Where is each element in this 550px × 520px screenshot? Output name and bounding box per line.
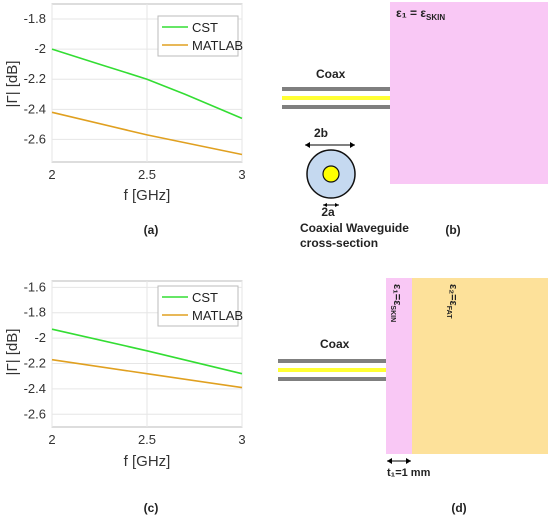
x-tick-label: 2 — [48, 167, 55, 182]
x-tick-label: 3 — [238, 432, 245, 447]
y-ticks: -1.6 -1.8 -2 -2.2 -2.4 -2.6 — [24, 279, 46, 421]
arrowhead-icon — [323, 203, 327, 207]
series-group — [51, 328, 243, 389]
arrowhead-icon — [387, 458, 392, 464]
legend-label-cst: CST — [192, 290, 218, 305]
chart-a: -1.8-2-2.2-2.4-2.6 2 2.5 3 |Γ| [dB] f [GHz… — [4, 3, 246, 237]
x-axis-label: f [GHz] — [124, 453, 171, 470]
x-tick-label: 2 — [48, 432, 55, 447]
eps-skin-label: ε₁ = εSKIN — [396, 6, 445, 22]
dim-2b-label: 2b — [314, 126, 328, 140]
eps2-fat-label: ε₂=εFAT — [445, 284, 459, 319]
caption-c: (c) — [144, 501, 159, 515]
fat-layer — [412, 278, 548, 454]
skin-layer — [386, 278, 412, 454]
skin-region — [390, 2, 548, 184]
series-group — [51, 48, 243, 156]
x-axis-label: f [GHz] — [124, 187, 171, 204]
caption-a: (a) — [144, 223, 159, 237]
chart-c: -1.6-1.8-2-2.2-2.4-2.6 2 2.5 3 |Γ| [dB] f … — [4, 279, 246, 515]
legend-label-matlab: MATLAB — [192, 38, 243, 53]
y-tick-label: -2.4 — [24, 101, 46, 116]
legend-box — [157, 15, 239, 57]
x-tick-label: 2.5 — [138, 167, 156, 182]
y-ticks: -1.8 -2 -2.2 -2.4 -2.6 — [24, 11, 46, 146]
y-axis-label: |Γ| [dB] — [4, 61, 21, 108]
legend-label-cst: CST — [192, 20, 218, 35]
legend-box — [157, 285, 239, 327]
thickness-label: t₁=1 mm — [387, 467, 431, 479]
x-tick-label: 2.5 — [138, 432, 156, 447]
arrowhead-icon — [305, 142, 310, 148]
y-tick-label: -2 — [34, 330, 46, 345]
coax-label: Coax — [320, 337, 350, 351]
series-line-matlab — [51, 111, 243, 156]
dim-2a-label: 2a — [321, 205, 335, 219]
y-tick-label: -2.4 — [24, 381, 46, 396]
y-tick-label: -2.2 — [24, 71, 46, 86]
diagram-b: ε₁ = εSKIN Coax 2b 2a Coaxial Waveguide … — [282, 2, 548, 250]
series-line-cst — [51, 328, 243, 375]
arrowhead-icon — [350, 142, 355, 148]
arrowhead-icon — [335, 203, 339, 207]
diagram-d: ε₁=εSKIN ε₂=εFAT Coax t₁=1 mm (d) — [278, 278, 548, 515]
coax-inner-conductor — [322, 165, 340, 183]
caption-d: (d) — [451, 501, 466, 515]
y-tick-label: -1.8 — [24, 305, 46, 320]
x-ticks: 2 2.5 3 — [48, 167, 245, 182]
eps1-skin-label: ε₁=εSKIN — [389, 284, 403, 322]
coax-label: Coax — [316, 67, 346, 81]
series-line-cst — [51, 48, 243, 120]
y-tick-label: -1.8 — [24, 11, 46, 26]
coax-line — [278, 359, 386, 381]
y-tick-label: -2.6 — [24, 131, 46, 146]
legend: CST MATLAB — [157, 15, 243, 57]
coax-line — [282, 87, 390, 109]
arrowhead-icon — [406, 458, 411, 464]
y-axis-label: |Γ| [dB] — [4, 329, 21, 376]
y-tick-label: -1.6 — [24, 279, 46, 294]
section-title-line1: Coaxial Waveguide — [300, 221, 409, 235]
y-tick-label: -2 — [34, 41, 46, 56]
y-tick-label: -2.6 — [24, 406, 46, 421]
legend-label-matlab: MATLAB — [192, 308, 243, 323]
legend: CST MATLAB — [157, 285, 243, 327]
x-ticks: 2 2.5 3 — [48, 432, 245, 447]
section-title-line2: cross-section — [300, 236, 378, 250]
x-tick-label: 3 — [238, 167, 245, 182]
caption-b: (b) — [445, 223, 460, 237]
series-line-matlab — [51, 358, 243, 389]
y-tick-label: -2.2 — [24, 356, 46, 371]
